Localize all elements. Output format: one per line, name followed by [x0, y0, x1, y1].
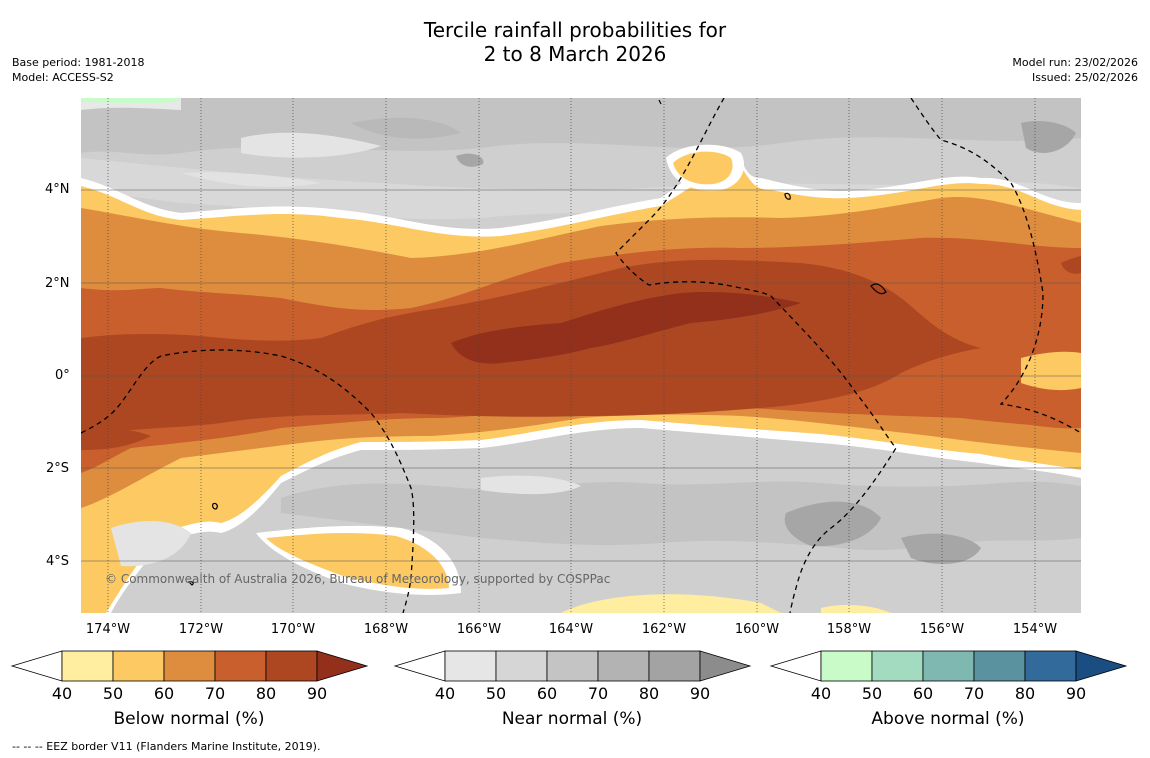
- lon-label-156w: 156°W: [919, 622, 965, 637]
- lon-label-174w: 174°W: [85, 622, 131, 637]
- colorbar-segment: [871, 650, 924, 682]
- lon-label-154w: 154°W: [1012, 622, 1058, 637]
- below-normal-blob-north: [666, 144, 745, 191]
- colorbar-arrow-high: [316, 650, 369, 682]
- lat-label-2s: 2°S: [46, 461, 70, 476]
- colorbar-tick-label: 50: [861, 684, 883, 703]
- lon-label-168w: 168°W: [363, 622, 409, 637]
- eez-borders: [81, 98, 1081, 613]
- colorbar-tick-label: 40: [810, 684, 832, 703]
- colorbar-title-near: Near normal (%): [501, 709, 643, 729]
- title-line-1: Tercile rainfall probabilities for: [423, 18, 727, 42]
- below-normal-band: [81, 155, 1081, 613]
- colorbar-tick-label: 60: [153, 684, 175, 703]
- colorbar-arrow-low: [393, 650, 446, 682]
- lat-label-4s: 4°S: [46, 554, 70, 569]
- lon-label-160w: 160°W: [734, 622, 780, 637]
- model-run: Model run: 23/02/2026: [1012, 56, 1138, 69]
- colorbar-tick-label: 50: [102, 684, 124, 703]
- lon-label-166w: 166°W: [456, 622, 502, 637]
- lon-label-170w: 170°W: [270, 622, 316, 637]
- colorbar-segment: [444, 650, 497, 682]
- meta-left: Base period: 1981-2018 Model: ACCESS-S2: [12, 55, 144, 85]
- colorbar-tick-label: 70: [963, 684, 985, 703]
- colorbar-tick-label: 40: [434, 684, 456, 703]
- lon-label-162w: 162°W: [641, 622, 687, 637]
- lon-label-158w: 158°W: [826, 622, 872, 637]
- colorbars: [10, 650, 1128, 682]
- colorbar-segment: [265, 650, 318, 682]
- colorbar-near-normal: [393, 650, 752, 682]
- colorbar-segment: [922, 650, 975, 682]
- colorbar-tick-label: 60: [912, 684, 934, 703]
- base-period: Base period: 1981-2018: [12, 56, 145, 69]
- colorbar-segment: [820, 650, 873, 682]
- colorbar-segment: [597, 650, 650, 682]
- probability-map: [81, 98, 1081, 613]
- colorbar-title-above: Above normal (%): [871, 709, 1025, 729]
- title-line-2: 2 to 8 March 2026: [483, 42, 667, 66]
- colorbar-tick-label: 80: [255, 684, 277, 703]
- issued-date: Issued: 25/02/2026: [1031, 71, 1138, 84]
- colorbar-arrow-low: [769, 650, 822, 682]
- colorbar-segment: [973, 650, 1026, 682]
- colorbar-tick-label: 90: [689, 684, 711, 703]
- islands: [187, 99, 887, 586]
- model-name: Model: ACCESS-S2: [12, 71, 114, 84]
- lon-label-172w: 172°W: [178, 622, 224, 637]
- colorbar-segment: [214, 650, 267, 682]
- near-normal-south: [111, 475, 1081, 567]
- lat-label-4n: 4°N: [45, 182, 70, 197]
- meta-right: Model run: 23/02/2026 Issued: 25/02/2026: [1012, 55, 1138, 85]
- colorbar-tick-label: 50: [485, 684, 507, 703]
- colorbar-segment: [112, 650, 165, 682]
- colorbar-arrow-high: [699, 650, 752, 682]
- colorbar-segment: [61, 650, 114, 682]
- colorbar-tick-label: 90: [306, 684, 328, 703]
- eez-footnote: -- -- -- EEZ border V11 (Flanders Marine…: [12, 740, 321, 753]
- colorbar-segment: [648, 650, 701, 682]
- colorbar-segment: [546, 650, 599, 682]
- colorbar-arrow-low: [10, 650, 63, 682]
- colorbar-below-normal: [10, 650, 369, 682]
- lat-grid: [81, 189, 1081, 562]
- colorbar-tick-label: 90: [1065, 684, 1087, 703]
- colorbar-tick-label: 80: [1014, 684, 1036, 703]
- lat-label-0: 0°: [55, 368, 70, 383]
- near-normal-north: [81, 98, 1081, 220]
- colorbar-tick-label: 70: [204, 684, 226, 703]
- colorbar-title-below: Below normal (%): [113, 709, 265, 729]
- colorbar-arrow-high: [1075, 650, 1128, 682]
- colorbar-segment: [1024, 650, 1077, 682]
- map-title: Tercile rainfall probabilities for 2 to …: [0, 18, 1150, 66]
- lon-grid: [107, 98, 1036, 613]
- colorbar-tick-label: 70: [587, 684, 609, 703]
- colorbar-segment: [163, 650, 216, 682]
- colorbar-segment: [495, 650, 548, 682]
- colorbar-above-normal: [769, 650, 1128, 682]
- copyright-notice: © Commonwealth of Australia 2026, Bureau…: [105, 572, 611, 586]
- lon-label-164w: 164°W: [548, 622, 594, 637]
- colorbar-tick-label: 80: [638, 684, 660, 703]
- colorbar-tick-label: 40: [51, 684, 73, 703]
- lat-label-2n: 2°N: [45, 276, 70, 291]
- colorbar-tick-label: 60: [536, 684, 558, 703]
